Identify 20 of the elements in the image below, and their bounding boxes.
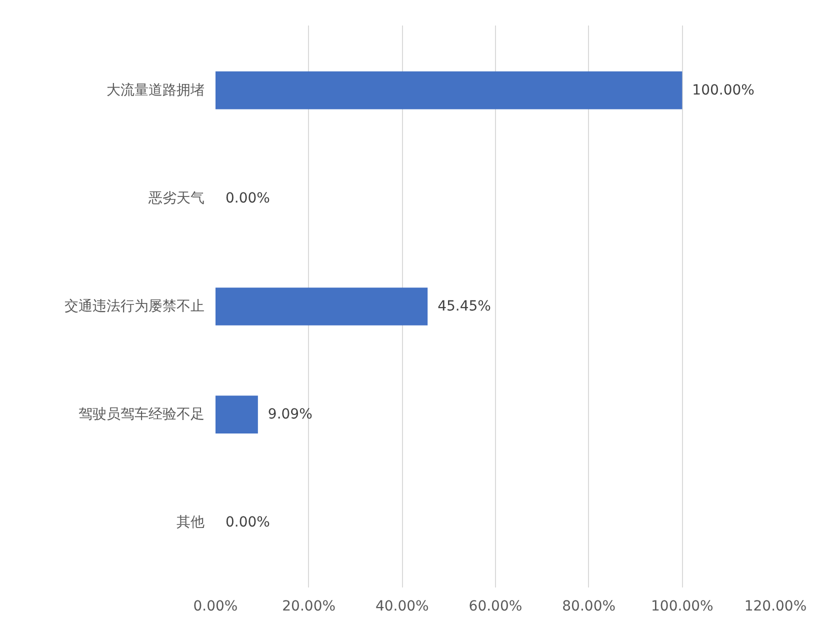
data-label: 100.00%	[692, 82, 754, 98]
x-tick-label: 120.00%	[744, 598, 807, 614]
x-tick-label: 100.00%	[651, 598, 714, 614]
x-tick-label: 60.00%	[468, 598, 522, 614]
bar	[216, 396, 258, 434]
y-tick-label: 其他	[176, 514, 204, 531]
bar	[216, 288, 428, 326]
data-label: 9.09%	[268, 406, 312, 423]
data-label: 0.00%	[226, 190, 270, 206]
bar	[216, 71, 682, 110]
data-label: 0.00%	[226, 514, 270, 531]
y-tick-label: 大流量道路拥堵	[106, 82, 204, 98]
x-tick-label: 0.00%	[193, 598, 238, 614]
x-tick-label: 40.00%	[375, 598, 429, 614]
y-tick-label: 交通违法行为屡禁不止	[64, 298, 204, 314]
x-tick-label: 20.00%	[282, 598, 336, 614]
x-tick-label: 80.00%	[562, 598, 616, 614]
data-label: 45.45%	[438, 298, 491, 314]
y-tick-label: 驾驶员驾车经验不足	[78, 406, 204, 423]
y-tick-label: 恶劣天气	[148, 190, 204, 206]
